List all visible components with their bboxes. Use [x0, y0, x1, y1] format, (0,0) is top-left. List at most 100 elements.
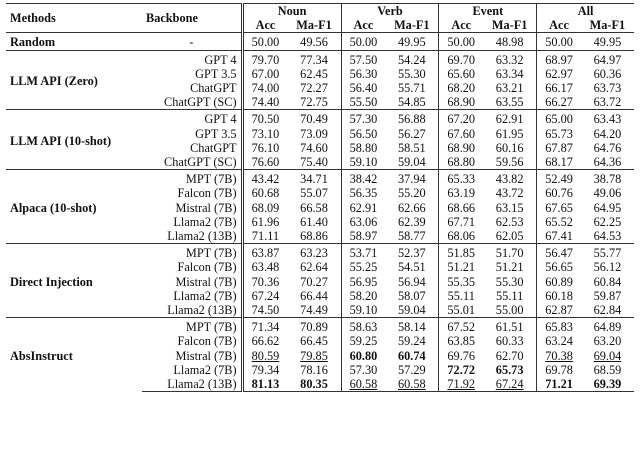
score-cell: 67.65	[536, 200, 581, 215]
score-cell: 58.07	[397, 288, 426, 303]
table-row: Mistral (7B) 70.36 70.27 56.95 56.94 55.35 55.…	[6, 274, 634, 289]
score-cell: 62.25	[593, 214, 622, 229]
score-cell: 60.58	[385, 377, 439, 393]
backbone: Falcon (7B)	[142, 334, 244, 349]
score-cell: 62.53	[495, 214, 524, 229]
score-cell: 50.00	[438, 32, 484, 51]
score-cell: 63.55	[495, 95, 524, 110]
score-cell: 63.73	[593, 81, 622, 96]
score-cell: 52.37	[385, 243, 439, 261]
backbone: ChatGPT (SC)	[142, 155, 244, 170]
header-task: All	[536, 3, 634, 19]
table-row: LLM API (Zero) GPT 4 79.70 77.34 57.50 54.24 6…	[6, 49, 634, 110]
score-cell: 68.06	[438, 229, 484, 244]
score-cell: 51.70	[483, 243, 537, 261]
header-row: Methods Backbone Noun Verb Event All	[6, 2, 634, 33]
table-row: Mistral (7B) 80.59 79.85 60.80 60.74 69.76 62.…	[6, 348, 634, 363]
score-cell: 66.27	[536, 95, 581, 110]
method-name: AbsInstruct	[6, 317, 142, 392]
score-cell: 54.85	[397, 95, 426, 110]
score-cell: 66.44	[300, 288, 328, 303]
backbone: Llama2 (7B)	[142, 214, 244, 230]
score-cell: 56.27	[397, 126, 426, 141]
table-row: LLM API (10-shot) GPT 4 70.50 70.49 57.30 56.…	[6, 109, 634, 170]
score-cell: 55.71	[397, 81, 426, 96]
score-cell: 59.25	[340, 334, 386, 349]
score-cell: 69.70	[438, 49, 484, 67]
score-cell: 63.87	[242, 243, 288, 261]
score-cell: 56.50	[340, 126, 386, 141]
score-cell: 56.30	[340, 66, 386, 82]
table-row: Llama2 (7B) 61.96 61.40 63.06 62.39 67.71 62.5…	[6, 214, 634, 230]
score-cell: 74.49	[300, 303, 328, 318]
score-cell: 51.85	[438, 243, 484, 261]
method-name: Random	[6, 32, 142, 51]
score-cell: 62.97	[536, 66, 581, 82]
results-table: Methods Backbone Noun Verb Event All Acc Ma-F1 A…	[6, 2, 634, 393]
score-cell: 79.70	[242, 49, 288, 67]
score-cell: 69.39	[580, 377, 634, 393]
score-cell: 77.34	[287, 49, 342, 67]
score-cell: 62.66	[397, 200, 426, 215]
score-cell: 65.73	[495, 362, 524, 377]
header-task: Verb	[340, 3, 439, 19]
score-cell: 56.95	[340, 274, 386, 289]
header-methods: Methods	[6, 2, 142, 33]
score-cell: 61.96	[251, 214, 280, 229]
table-row: Llama2 (13B) 71.11 68.86 58.97 58.77 68.06 62.…	[6, 229, 634, 244]
score-cell: 68.17	[536, 155, 581, 170]
score-cell: 55.35	[438, 274, 484, 289]
header-task: Noun	[242, 3, 342, 19]
score-cell: 51.21	[495, 260, 524, 275]
score-cell: 74.50	[251, 303, 280, 318]
score-cell: 55.30	[495, 274, 524, 289]
score-cell: 70.89	[287, 317, 342, 335]
score-cell: 80.35	[287, 377, 342, 393]
backbone: GPT 4	[142, 109, 244, 127]
backbone: Llama2 (13B)	[142, 377, 244, 393]
table-row: ChatGPT (SC) 74.40 72.75 55.50 54.85 68.90 63.…	[6, 95, 634, 110]
backbone: Mistral (7B)	[142, 274, 244, 289]
backbone: Mistral (7B)	[142, 348, 244, 363]
score-cell: 66.45	[300, 334, 328, 349]
score-cell: 64.53	[593, 229, 622, 244]
score-cell: 55.01	[438, 303, 484, 318]
header-metric: Ma-F1	[296, 18, 332, 33]
score-cell: 67.20	[438, 109, 484, 127]
score-cell: 43.72	[495, 186, 524, 201]
score-cell: 58.80	[340, 140, 386, 156]
score-cell: 68.66	[438, 200, 484, 215]
score-cell: 65.83	[536, 317, 581, 335]
score-cell: 55.11	[438, 288, 484, 304]
score-cell: 56.88	[385, 109, 439, 127]
backbone: -	[142, 32, 244, 51]
score-cell: 68.80	[438, 155, 484, 170]
backbone: Falcon (7B)	[142, 186, 244, 201]
score-cell: 80.59	[251, 348, 280, 363]
score-cell: 60.76	[536, 186, 581, 201]
table-row: Falcon (7B) 60.68 55.07 56.35 55.20 63.19 43.7…	[6, 186, 634, 201]
score-cell: 49.06	[593, 186, 622, 201]
table-row: Falcon (7B) 66.62 66.45 59.25 59.24 63.85 60.3…	[6, 334, 634, 349]
score-cell: 68.86	[300, 229, 328, 244]
score-cell: 76.60	[251, 155, 280, 170]
score-cell: 55.00	[495, 303, 524, 318]
score-cell: 38.78	[580, 169, 634, 187]
score-cell: 62.70	[495, 348, 524, 363]
score-cell: 50.00	[340, 32, 386, 51]
table-row: Mistral (7B) 68.09 66.58 62.91 62.66 68.66 63.…	[6, 200, 634, 215]
score-cell: 63.72	[593, 95, 622, 110]
score-cell: 62.45	[300, 66, 328, 81]
score-cell: 62.64	[300, 260, 328, 275]
backbone: MPT (7B)	[142, 169, 244, 187]
score-cell: 66.62	[251, 334, 280, 349]
score-cell: 66.58	[300, 200, 328, 215]
score-cell: 71.21	[536, 377, 581, 393]
method-name: Alpaca (10-shot)	[6, 169, 142, 244]
score-cell: 59.10	[340, 155, 386, 170]
backbone: ChatGPT	[142, 140, 244, 156]
score-cell: 64.20	[593, 126, 622, 141]
header-task: Event	[438, 3, 537, 19]
method-name: LLM API (10-shot)	[6, 109, 142, 170]
